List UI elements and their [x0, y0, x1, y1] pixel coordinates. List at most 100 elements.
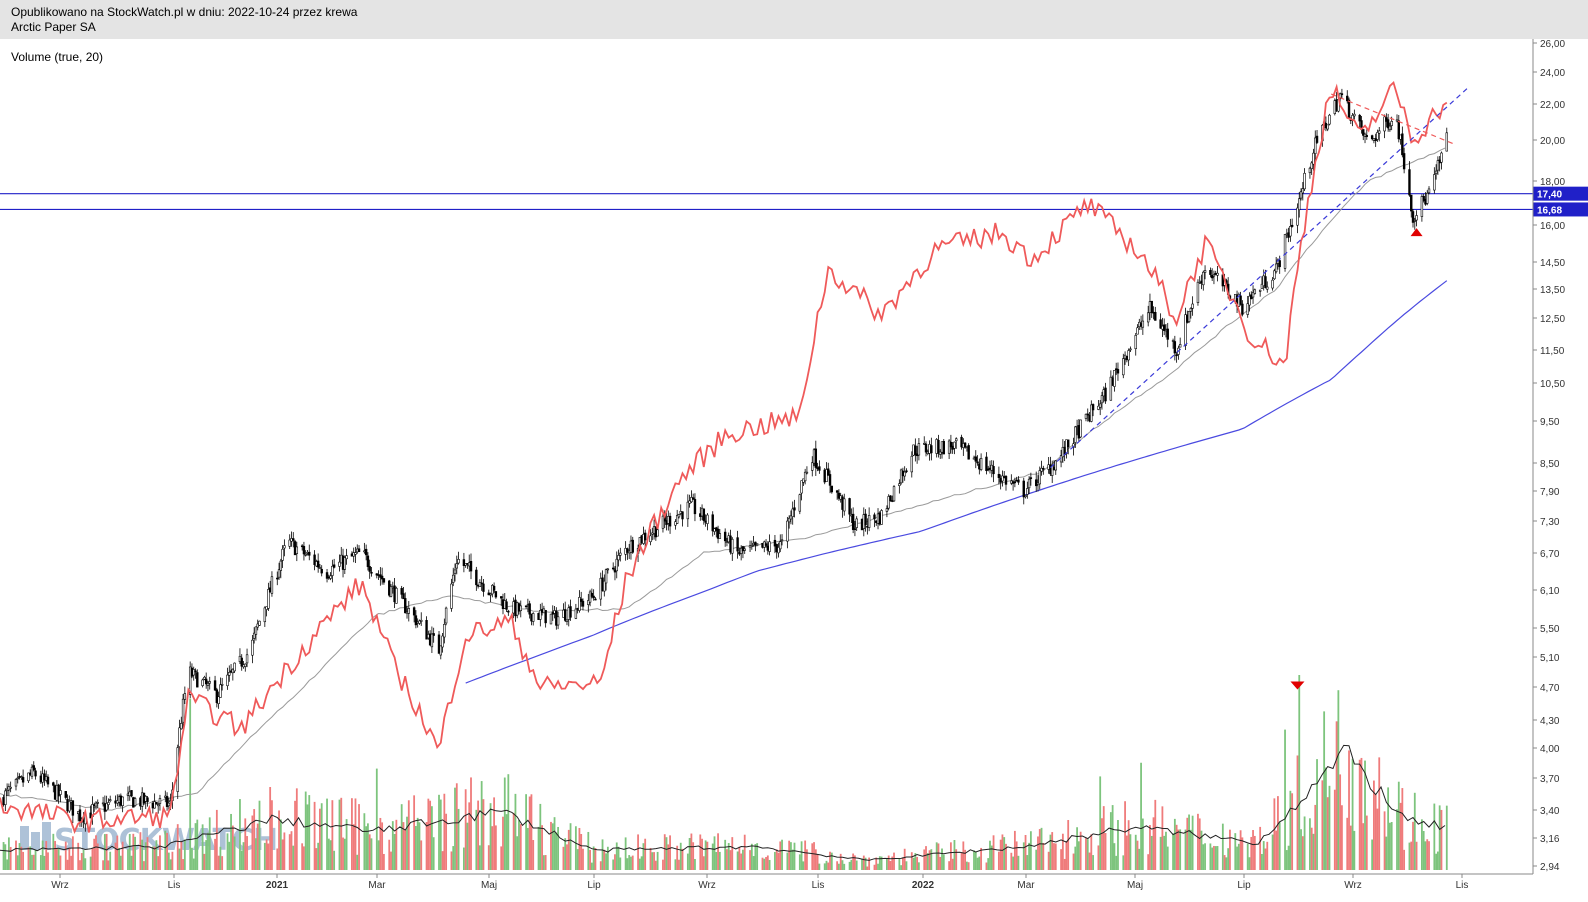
volume-bar-305: [761, 857, 764, 870]
volume-bar-331: [825, 860, 828, 870]
candle-body-417: [1038, 470, 1041, 485]
volume-bar-171: [427, 798, 430, 870]
volume-bar-279: [694, 858, 696, 870]
candle-body-184: [457, 559, 460, 564]
candle-body-285: [711, 514, 714, 532]
volume-bar-190: [475, 809, 478, 870]
candle-body-527: [1312, 152, 1315, 165]
volume-bar-85: [214, 838, 216, 870]
volume-bar-438: [1090, 834, 1093, 870]
volume-bar-324: [806, 849, 808, 870]
volume-bar-284: [706, 841, 709, 870]
volume-bar-351: [875, 857, 878, 870]
volume-bar-3: [7, 837, 10, 870]
logo-bar-1: [20, 826, 29, 850]
volume-bar-254: [631, 855, 634, 870]
candle-body-371: [924, 443, 928, 453]
volume-bar-383: [953, 840, 956, 870]
volume-bar-487: [1213, 845, 1215, 870]
candle-body-519: [1290, 224, 1294, 227]
volume-bar-87: [217, 855, 220, 870]
volume-bar-333: [829, 851, 831, 870]
volume-bar-28: [70, 855, 72, 870]
volume-bar-83: [207, 832, 209, 870]
candle-body-71: [178, 727, 181, 747]
candle-body-78: [194, 670, 197, 673]
volume-bar-50: [127, 849, 129, 870]
candle-body-456: [1136, 327, 1139, 335]
volume-bar-2: [6, 859, 9, 870]
candle-body-63: [156, 804, 160, 807]
volume-bar-266: [663, 834, 666, 870]
y-tick-label-21: 4,00: [1540, 744, 1560, 755]
volume-bar-473: [1177, 829, 1180, 870]
volume-bar-111: [278, 810, 280, 870]
candle-body-61: [153, 801, 156, 809]
volume-bar-320: [798, 854, 801, 870]
candle-body-110: [276, 577, 279, 580]
volume-bar-264: [656, 851, 659, 870]
candle-body-139: [345, 555, 348, 560]
candle-body-282: [702, 508, 706, 521]
volume-bar-125: [313, 801, 316, 870]
candle-body-399: [992, 466, 995, 475]
volume-bar-389: [967, 862, 970, 870]
volume-bar-105: [263, 842, 266, 870]
candle-body-133: [331, 565, 334, 576]
volume-bar-198: [493, 797, 496, 870]
volume-bar-60: [151, 846, 154, 870]
candle-body-96: [240, 657, 243, 667]
candle-body-563: [1401, 133, 1404, 156]
volume-bar-71: [178, 848, 181, 870]
volume-bar-21: [54, 840, 56, 870]
volume-bar-14: [34, 849, 37, 870]
candle-body-534: [1328, 114, 1331, 125]
volume-bar-434: [1079, 831, 1082, 870]
candle-body-117: [292, 538, 295, 541]
volume-bar-472: [1175, 824, 1178, 870]
volume-bar-209: [519, 824, 522, 870]
volume-bar-53: [132, 833, 135, 870]
volume-bar-258: [642, 843, 645, 870]
volume-bar-404: [1005, 843, 1007, 870]
volume-bar-22: [55, 848, 58, 870]
candle-body-85: [213, 680, 217, 691]
volume-bar-332: [827, 862, 830, 870]
volume-bar-31: [79, 860, 81, 870]
volume-bar-33: [82, 849, 85, 870]
volume-bar-366: [912, 857, 915, 870]
candle-body-219: [544, 610, 547, 624]
volume-bar-245: [612, 859, 615, 870]
volume-bar-281: [701, 838, 703, 870]
volume-bar-412: [1026, 855, 1029, 870]
volume-bar-514: [1278, 822, 1281, 870]
volume-bar-559: [1390, 822, 1393, 870]
candle-body-480: [1196, 281, 1200, 303]
candle-body-279: [693, 499, 697, 515]
volume-bar-74: [183, 839, 186, 870]
candle-body-289: [718, 533, 722, 539]
volume-bar-422: [1051, 832, 1054, 870]
candle-body-130: [325, 572, 329, 579]
volume-bar-361: [900, 865, 903, 870]
candle-body-196: [489, 593, 492, 596]
candle-body-325: [811, 462, 814, 471]
volume-bar-489: [1216, 846, 1219, 870]
volume-bar-293: [729, 850, 732, 870]
volume-bar-382: [951, 858, 954, 870]
volume-bar-574: [1428, 841, 1430, 870]
volume-bar-521: [1298, 675, 1301, 870]
volume-bar-527: [1312, 833, 1315, 870]
volume-bar-1: [4, 844, 7, 870]
volume-bar-421: [1049, 834, 1052, 870]
candle-body-272: [677, 513, 681, 518]
volume-bar-409: [1017, 855, 1020, 870]
volume-bar-46: [116, 835, 119, 870]
candle-body-125: [313, 554, 316, 565]
candle-body-181: [452, 574, 455, 583]
y-tick-label-22: 3,70: [1540, 774, 1560, 785]
volume-bar-146: [365, 826, 368, 870]
volume-bar-529: [1316, 759, 1318, 870]
candle-body-392: [976, 461, 979, 464]
volume-bar-575: [1433, 803, 1436, 870]
